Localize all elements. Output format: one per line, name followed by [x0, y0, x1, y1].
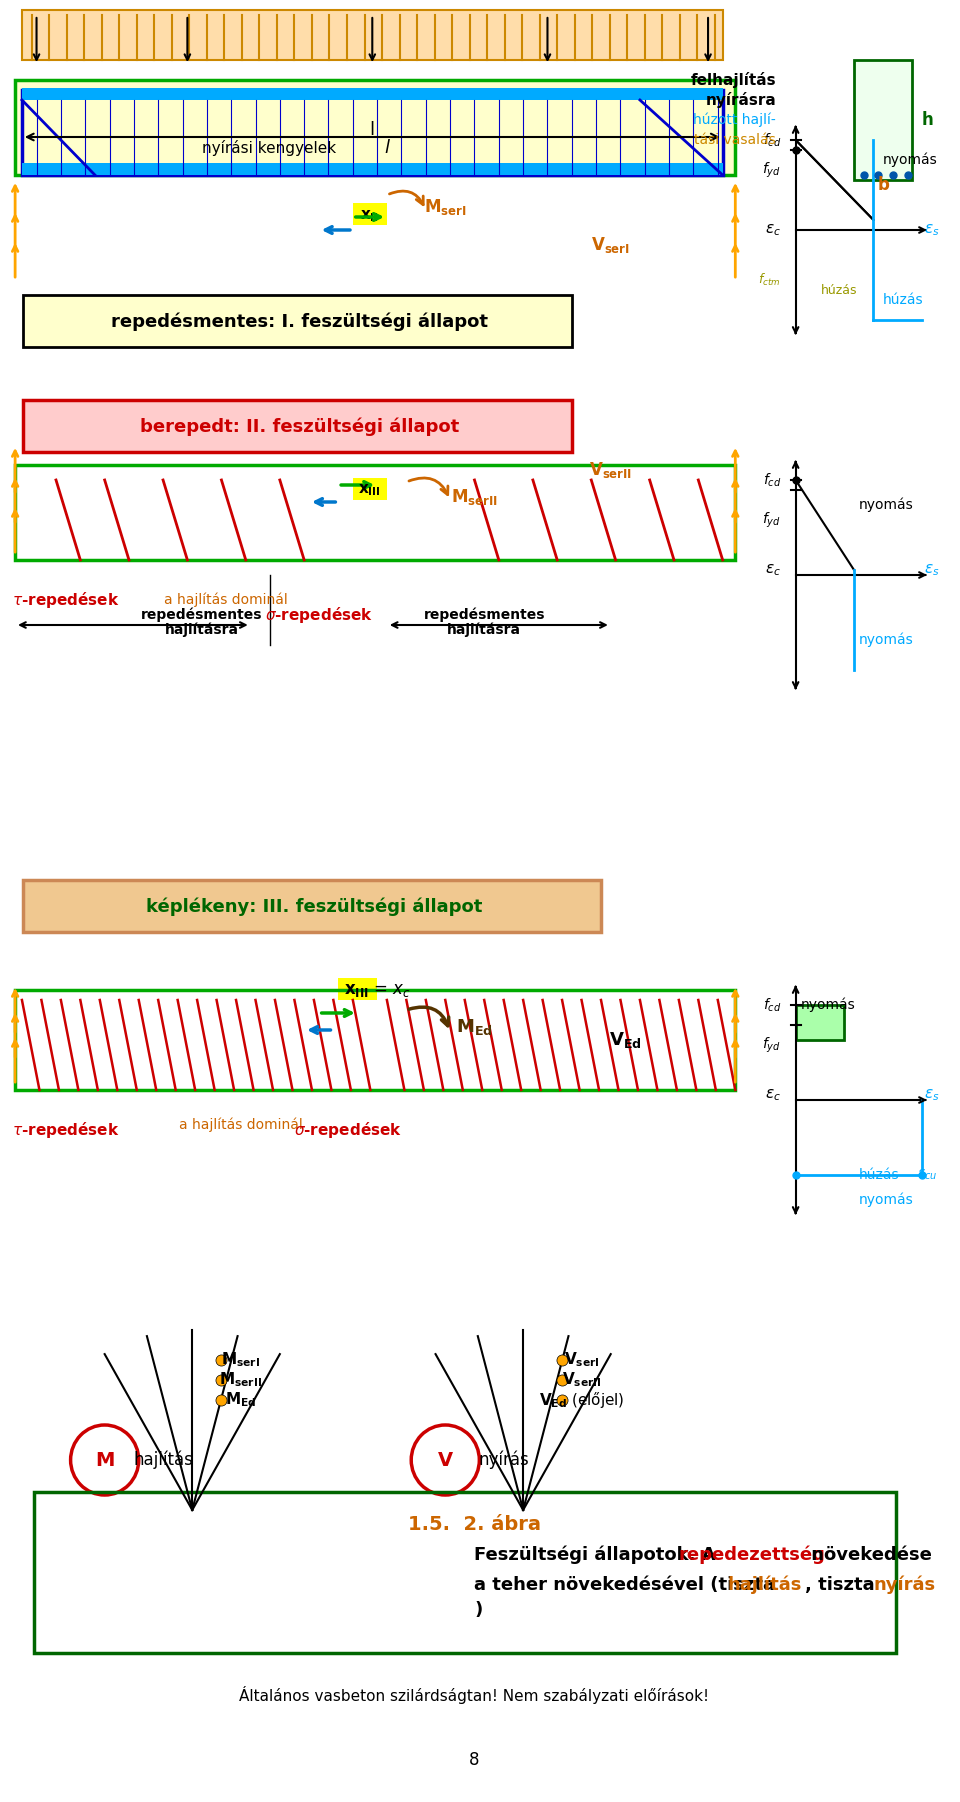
Bar — [15, 465, 735, 560]
Text: $\varepsilon_{cu}$: $\varepsilon_{cu}$ — [917, 1168, 937, 1182]
Text: $\tau$-repedések: $\tau$-repedések — [12, 589, 120, 611]
Text: felhajlítás: felhajlítás — [690, 72, 777, 88]
Bar — [796, 1006, 844, 1040]
Text: b: b — [877, 177, 889, 195]
Bar — [854, 59, 912, 180]
Text: hajlítás: hajlítás — [133, 1451, 193, 1469]
FancyBboxPatch shape — [23, 296, 572, 348]
Text: a hajlítás dominál: a hajlítás dominál — [179, 1117, 302, 1132]
Text: hajlítás: hajlítás — [728, 1575, 802, 1595]
Text: nyomás: nyomás — [859, 1193, 914, 1207]
Text: $f_{cd}$: $f_{cd}$ — [762, 997, 781, 1015]
Text: l: l — [370, 121, 374, 139]
Bar — [338, 978, 377, 1000]
Text: képlékeny: III. feszültségi állapot: képlékeny: III. feszültségi állapot — [146, 897, 482, 915]
Text: nyomás: nyomás — [859, 497, 914, 512]
Text: Általános vasbeton szilárdságtan! Nem szabályzati előírások!: Általános vasbeton szilárdságtan! Nem sz… — [239, 1687, 709, 1705]
Bar — [22, 90, 723, 175]
Text: berepedt: II. feszültségi állapot: berepedt: II. feszültségi állapot — [139, 418, 459, 436]
Text: nyírás: nyírás — [478, 1451, 529, 1469]
Text: $\tau$-repedések: $\tau$-repedések — [12, 1121, 120, 1141]
Text: hajlításra: hajlításra — [447, 623, 521, 638]
Text: $\mathbf{M_{Ed}}$: $\mathbf{M_{Ed}}$ — [456, 1016, 492, 1036]
Bar — [353, 204, 387, 225]
Text: h: h — [922, 112, 933, 130]
Text: húzás: húzás — [859, 1168, 900, 1182]
Text: $\mathbf{M_{Ed}}$: $\mathbf{M_{Ed}}$ — [226, 1391, 256, 1409]
Text: V: V — [438, 1451, 453, 1469]
Text: $\mathbf{M_{serII}}$: $\mathbf{M_{serII}}$ — [451, 487, 498, 506]
Text: $f_{cd}$: $f_{cd}$ — [762, 472, 781, 488]
Text: $\varepsilon_c$: $\varepsilon_c$ — [765, 1087, 781, 1103]
Text: M: M — [95, 1451, 114, 1469]
Text: $f_{cd}$: $f_{cd}$ — [762, 132, 781, 150]
Text: $\varepsilon_c$: $\varepsilon_c$ — [765, 562, 781, 578]
Text: $\mathbf{V_{Ed}}$: $\mathbf{V_{Ed}}$ — [609, 1031, 641, 1051]
Text: hajlításra: hajlításra — [165, 623, 239, 638]
Text: $\mathbf{M_{serI}}$: $\mathbf{M_{serI}}$ — [424, 196, 467, 216]
Text: nyírási kengyelek: nyírási kengyelek — [202, 141, 336, 157]
Bar — [22, 11, 723, 59]
Text: Feszültségi állapotok. A: Feszültségi állapotok. A — [474, 1546, 722, 1564]
Text: $\sigma$-repedések: $\sigma$-repedések — [265, 605, 372, 625]
Bar — [353, 478, 387, 499]
Text: repedésmentes: repedésmentes — [141, 607, 263, 622]
FancyBboxPatch shape — [23, 879, 601, 932]
Text: l: l — [384, 139, 390, 157]
Text: ): ) — [474, 1600, 483, 1618]
Bar — [15, 989, 735, 1090]
Text: tási vasalás: tási vasalás — [694, 133, 777, 148]
Text: $\mathbf{x_{III}}$ = $x_c$: $\mathbf{x_{III}}$ = $x_c$ — [344, 980, 411, 998]
Text: 8: 8 — [469, 1752, 480, 1770]
Text: $\mathbf{M_{serII}}$: $\mathbf{M_{serII}}$ — [219, 1371, 262, 1389]
Text: a teher növekedésével (tiszta: a teher növekedésével (tiszta — [474, 1577, 781, 1595]
FancyBboxPatch shape — [23, 400, 572, 452]
Text: nyomás: nyomás — [801, 998, 855, 1013]
Text: $\mathbf{x_{II}}$: $\mathbf{x_{II}}$ — [360, 209, 379, 223]
Text: $f_{yd}$: $f_{yd}$ — [762, 1036, 781, 1054]
Text: $\varepsilon_s$: $\varepsilon_s$ — [924, 222, 940, 238]
Text: $\mathbf{V_{serII}}$: $\mathbf{V_{serII}}$ — [589, 460, 633, 479]
Text: húzás: húzás — [883, 294, 924, 306]
Text: repedezettség: repedezettség — [679, 1546, 826, 1564]
Text: $\mathbf{x_{III}}$: $\mathbf{x_{III}}$ — [358, 483, 381, 497]
Bar — [22, 162, 723, 175]
Text: $f_{ctm}$: $f_{ctm}$ — [758, 272, 781, 288]
Text: , tiszta: , tiszta — [805, 1577, 881, 1595]
Text: nyírás: nyírás — [874, 1575, 936, 1595]
Text: $f_{yd}$: $f_{yd}$ — [762, 510, 781, 530]
Bar — [22, 88, 723, 99]
Text: nyomás: nyomás — [859, 633, 914, 647]
Text: a hajlítás dominál: a hajlítás dominál — [164, 593, 288, 607]
Text: $\mathbf{V_{serI}}$: $\mathbf{V_{serI}}$ — [591, 234, 630, 256]
Text: $f_{yd}$: $f_{yd}$ — [762, 160, 781, 180]
Text: $\mathbf{V_{Ed}}$ (előjel): $\mathbf{V_{Ed}}$ (előjel) — [539, 1389, 624, 1409]
Text: repedésmentes: repedésmentes — [423, 607, 545, 622]
Text: $\varepsilon_s$: $\varepsilon_s$ — [924, 1087, 940, 1103]
Text: növekedése: növekedése — [805, 1546, 932, 1564]
Text: $\varepsilon_s$: $\varepsilon_s$ — [924, 562, 940, 578]
Text: húzás: húzás — [821, 283, 857, 297]
Text: $\sigma$-repedések: $\sigma$-repedések — [294, 1121, 402, 1141]
Text: 1.5.  2. ábra: 1.5. 2. ábra — [408, 1515, 541, 1535]
Text: $\mathbf{V_{serII}}$: $\mathbf{V_{serII}}$ — [562, 1371, 601, 1389]
Text: húzott hajlí-: húzott hajlí- — [693, 114, 777, 128]
Text: $\varepsilon_c$: $\varepsilon_c$ — [765, 222, 781, 238]
Text: nyírásra: nyírásra — [706, 92, 777, 108]
Text: $\mathbf{V_{serI}}$: $\mathbf{V_{serI}}$ — [564, 1352, 599, 1370]
Bar — [15, 79, 735, 175]
Text: $\mathbf{M_{serI}}$: $\mathbf{M_{serI}}$ — [222, 1352, 260, 1370]
Text: repedésmentes: I. feszültségi állapot: repedésmentes: I. feszültségi állapot — [110, 314, 488, 332]
Text: nyomás: nyomás — [883, 153, 938, 168]
